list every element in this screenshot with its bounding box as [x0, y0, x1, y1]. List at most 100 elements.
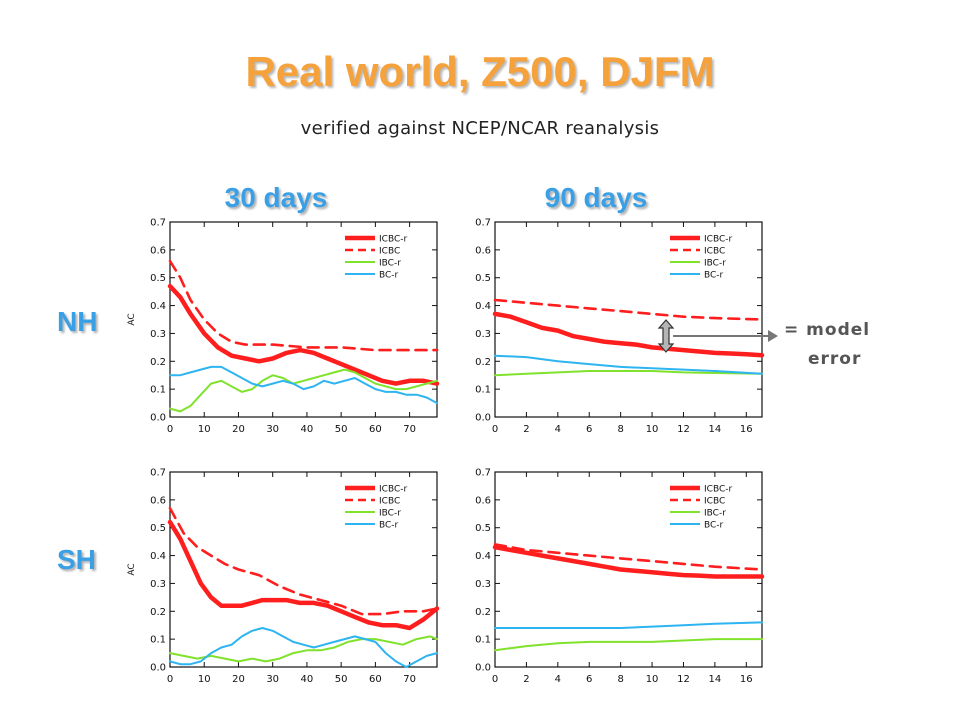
- y-axis-label: AC: [127, 563, 137, 575]
- arrow-head-icon: [768, 330, 778, 342]
- series-line-icbc: [493, 543, 764, 571]
- legend-label: ICBC-r: [704, 235, 732, 245]
- series-line-bc-r: [169, 365, 438, 405]
- x-tick-label: 0: [492, 424, 498, 435]
- chart-nh-90-days: 0.0 0.1 0.2 0.3 0.4 0.5 0.6 0.7 0 2 4 6 8 10 12 14 16 ICB…: [475, 218, 765, 435]
- y-tick-label: 0.3: [475, 579, 491, 590]
- y-tick-label: 0.1: [475, 635, 491, 646]
- x-tick-label: 8: [617, 424, 623, 435]
- legend-label: ICBC: [379, 247, 400, 257]
- x-tick-label: 10: [198, 424, 211, 435]
- x-tick-label: 12: [677, 424, 690, 435]
- legend-label: ICBC: [704, 247, 725, 257]
- y-tick-label: 0.2: [475, 607, 491, 618]
- legend-label: BC-r: [379, 521, 399, 531]
- x-tick-label: 0: [167, 424, 173, 435]
- legend-label: BC-r: [704, 521, 724, 531]
- series-line-icbc-r: [167, 283, 440, 386]
- y-tick-label: 0.5: [150, 273, 166, 284]
- model-error-arrow: [657, 319, 778, 353]
- plot-frame: [169, 471, 438, 668]
- y-axis-label: AC: [127, 313, 137, 325]
- series-line-bc-r: [494, 354, 763, 375]
- y-tick-label: 0.6: [475, 495, 491, 506]
- double-arrow-icon: [657, 319, 675, 353]
- x-tick-label: 6: [586, 424, 592, 435]
- series-line-icbc: [168, 259, 439, 352]
- x-tick-label: 12: [677, 674, 690, 685]
- x-tick-label: 16: [740, 424, 753, 435]
- chart-sh-90-days: 0.0 0.1 0.2 0.3 0.4 0.5 0.6 0.7 0 2 4 6 8 10 12 14 16 ICB…: [475, 468, 765, 685]
- series-line-icbc-r: [492, 544, 765, 579]
- x-tick-label: 16: [740, 674, 753, 685]
- series-line-icbc: [168, 506, 439, 616]
- x-tick-label: 14: [709, 674, 722, 685]
- y-tick-label: 0.0: [150, 663, 166, 674]
- series-line-icbc-r: [492, 311, 765, 358]
- y-tick-label: 0.4: [475, 551, 491, 562]
- series-line-ibc-r: [169, 368, 438, 413]
- x-tick-label: 10: [646, 674, 659, 685]
- legend-label: ICBC-r: [704, 485, 732, 495]
- x-tick-label: 30: [266, 424, 279, 435]
- y-tick-label: 0.2: [150, 357, 166, 368]
- legend-label: ICBC-r: [379, 485, 407, 495]
- annotation-model-error: = model: [784, 320, 870, 340]
- y-tick-label: 0.3: [150, 579, 166, 590]
- x-tick-label: 0: [167, 674, 173, 685]
- x-tick-label: 10: [198, 674, 211, 685]
- x-tick-label: 2: [523, 674, 529, 685]
- y-tick-label: 0.4: [150, 301, 166, 312]
- x-tick-label: 6: [586, 674, 592, 685]
- legend-label: ICBC-r: [379, 235, 407, 245]
- series-line-bc-r: [494, 621, 763, 629]
- x-tick-label: 40: [301, 674, 314, 685]
- model-label: model: [806, 320, 871, 340]
- plot-frame: [169, 221, 438, 418]
- y-tick-label: 0.5: [475, 523, 491, 534]
- series-line-ibc-r: [494, 638, 763, 652]
- series-line-ibc-r: [169, 635, 438, 663]
- y-tick-label: 0.1: [150, 635, 166, 646]
- y-tick-label: 0.5: [150, 523, 166, 534]
- x-tick-label: 14: [709, 424, 722, 435]
- legend-label: IBC-r: [704, 259, 726, 269]
- legend-label: IBC-r: [379, 259, 401, 269]
- y-tick-label: 0.0: [475, 663, 491, 674]
- y-tick-label: 0.5: [475, 273, 491, 284]
- legend-label: ICBC: [704, 497, 725, 507]
- plot-frame: [494, 471, 763, 668]
- x-tick-label: 70: [403, 424, 416, 435]
- plot-frame: [494, 221, 763, 418]
- y-tick-label: 0.2: [150, 607, 166, 618]
- y-tick-label: 0.3: [475, 329, 491, 340]
- legend-label: BC-r: [704, 271, 724, 281]
- y-tick-label: 0.0: [475, 413, 491, 424]
- slide-title: Real world, Z500, DJFM: [245, 48, 715, 95]
- y-tick-label: 0.1: [475, 385, 491, 396]
- annotation-error-label: error: [808, 349, 862, 369]
- y-tick-label: 0.2: [475, 357, 491, 368]
- y-tick-label: 0.7: [150, 218, 166, 229]
- chart-sh-30-days: 0.0 0.1 0.2 0.3 0.4 0.5 0.6 0.7 0 10 20 30 40 50 60 70 A…: [127, 468, 440, 685]
- y-tick-label: 0.4: [475, 301, 491, 312]
- y-tick-label: 0.1: [150, 385, 166, 396]
- row-header-nh: NH: [57, 306, 98, 337]
- legend-label: BC-r: [379, 271, 399, 281]
- equals-sign: =: [784, 320, 800, 340]
- x-tick-label: 60: [369, 424, 382, 435]
- row-header-sh: SH: [57, 544, 96, 575]
- chart-nh-30-days: 0.0 0.1 0.2 0.3 0.4 0.5 0.6 0.7 0 10 20 30 40 50 60 70 A…: [127, 218, 440, 435]
- x-tick-label: 10: [646, 424, 659, 435]
- x-tick-label: 50: [335, 674, 348, 685]
- x-tick-label: 0: [492, 674, 498, 685]
- y-tick-label: 0.3: [150, 329, 166, 340]
- x-tick-label: 40: [301, 424, 314, 435]
- y-tick-label: 0.6: [475, 245, 491, 256]
- x-tick-label: 50: [335, 424, 348, 435]
- y-tick-label: 0.4: [150, 551, 166, 562]
- x-tick-label: 2: [523, 424, 529, 435]
- x-tick-label: 8: [617, 674, 623, 685]
- y-tick-label: 0.6: [150, 245, 166, 256]
- series-line-bc-r: [169, 627, 438, 668]
